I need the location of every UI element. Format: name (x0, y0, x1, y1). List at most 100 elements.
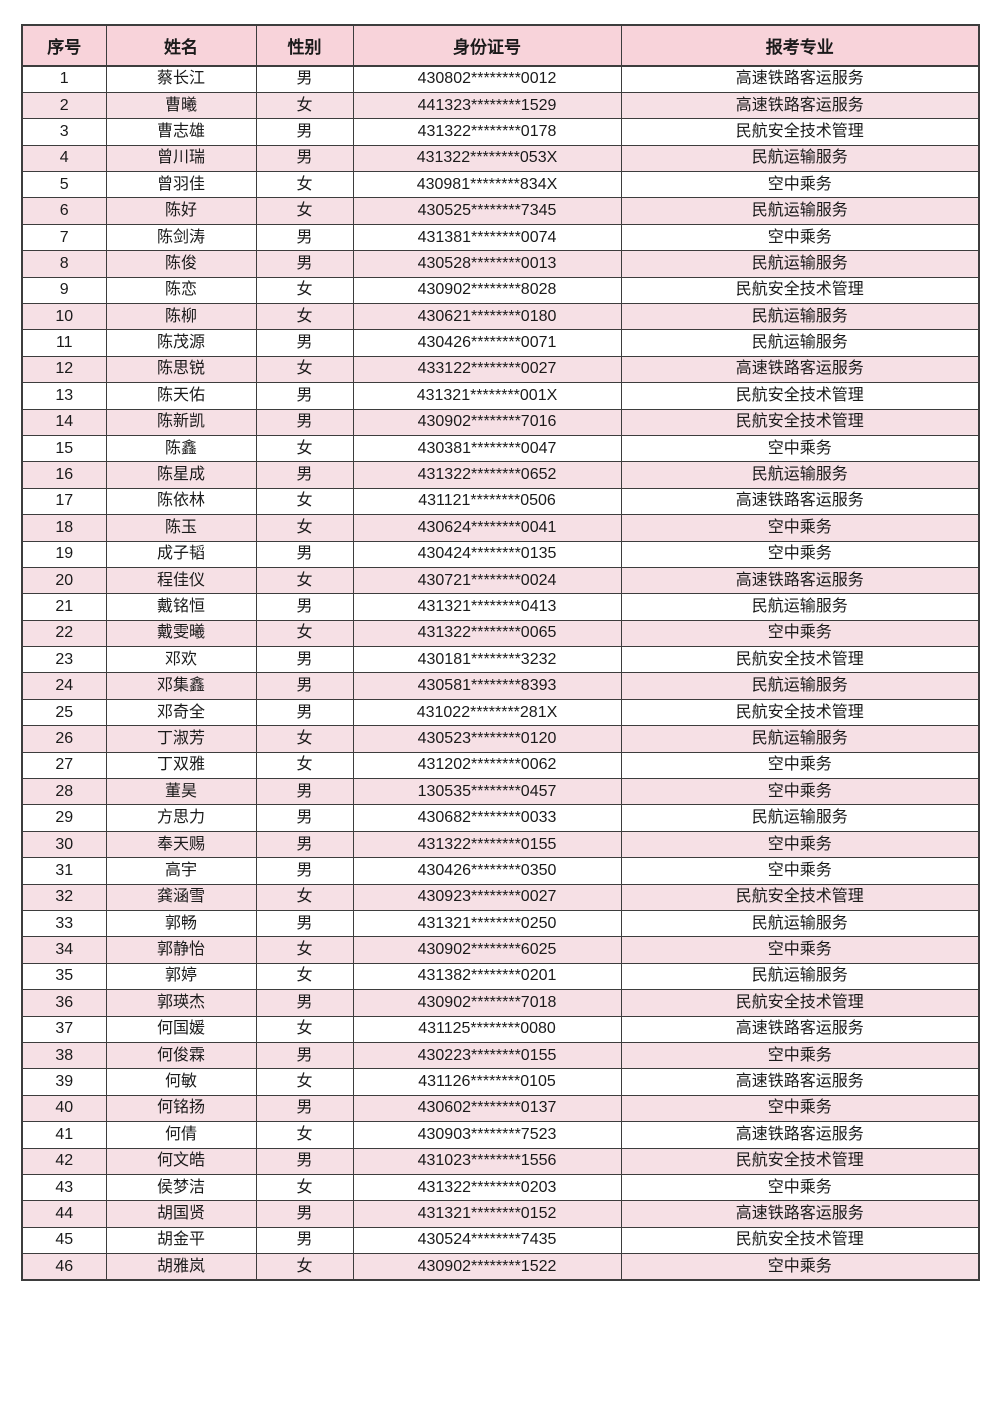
cell-id: 430721********0024 (352, 566, 622, 595)
table-row: 9 陈恋女 430902********8028 民航安全技术管理 (21, 276, 980, 305)
table-row: 36 郭瑛杰男 430902********7018 民航安全技术管理 (21, 989, 980, 1017)
cell-no: 12 (21, 355, 107, 384)
header-row: 序号 姓名 性别 身份证号 报考专业 (21, 24, 980, 67)
cell-gender: 女 (255, 566, 354, 595)
cell-no: 34 (21, 936, 107, 964)
table-row: 27 丁双雅女 431202********0062 空中乘务 (21, 751, 980, 780)
cell-id: 431322********0203 (352, 1173, 622, 1202)
table-row: 26 丁淑芳女 430523********0120 民航运输服务 (21, 725, 980, 753)
cell-no: 37 (21, 1015, 107, 1043)
header-id: 身份证号 (352, 24, 622, 67)
cell-id: 431321********0152 (352, 1200, 622, 1228)
cell-major: 民航运输服务 (620, 144, 980, 173)
cell-id: 430426********0071 (352, 329, 622, 357)
cell-gender: 女 (255, 725, 354, 753)
cell-no: 1 (21, 65, 107, 93)
cell-no: 43 (21, 1173, 107, 1202)
cell-name: 陈俊 (105, 250, 257, 278)
cell-id: 430525********7345 (352, 197, 622, 225)
cell-id: 430902********7018 (352, 989, 622, 1017)
cell-gender: 女 (255, 1173, 354, 1202)
cell-no: 38 (21, 1041, 107, 1070)
cell-no: 25 (21, 698, 107, 727)
cell-id: 431321********0413 (352, 593, 622, 621)
cell-id: 431381********0074 (352, 223, 622, 252)
cell-major: 民航安全技术管理 (620, 118, 980, 146)
cell-major: 民航安全技术管理 (620, 989, 980, 1017)
cell-name: 邓奇全 (105, 698, 257, 727)
cell-id: 431125********0080 (352, 1015, 622, 1043)
cell-major: 民航运输服务 (620, 962, 980, 991)
cell-name: 曹志雄 (105, 118, 257, 146)
table-row: 34 郭静怡女 430902********6025 空中乘务 (21, 936, 980, 964)
table-row: 21 戴铭恒男 431321********0413 民航运输服务 (21, 593, 980, 621)
cell-id: 430528********0013 (352, 250, 622, 278)
cell-major: 民航运输服务 (620, 461, 980, 489)
cell-no: 36 (21, 989, 107, 1017)
cell-name: 戴雯曦 (105, 619, 257, 648)
cell-name: 蔡长江 (105, 65, 257, 93)
cell-name: 陈剑涛 (105, 223, 257, 252)
cell-id: 431322********053X (352, 144, 622, 173)
cell-name: 侯梦洁 (105, 1173, 257, 1202)
cell-no: 32 (21, 883, 107, 912)
cell-name: 曾川瑞 (105, 144, 257, 173)
table-row: 42 何文皓男 431023********1556 民航安全技术管理 (21, 1147, 980, 1175)
cell-gender: 女 (255, 962, 354, 991)
cell-gender: 女 (255, 276, 354, 305)
table-row: 30 奉天赐男 431322********0155 空中乘务 (21, 830, 980, 859)
cell-gender: 男 (255, 909, 354, 938)
cell-id: 441323********1529 (352, 91, 622, 120)
cell-gender: 男 (255, 593, 354, 621)
cell-no: 23 (21, 646, 107, 674)
cell-no: 17 (21, 487, 107, 516)
table-row: 45 胡金平男 430524********7435 民航安全技术管理 (21, 1226, 980, 1255)
cell-gender: 男 (255, 1094, 354, 1123)
cell-gender: 女 (255, 619, 354, 648)
table-row: 29 方思力男 430682********0033 民航运输服务 (21, 804, 980, 832)
cell-major: 空中乘务 (620, 514, 980, 542)
cell-name: 郭静怡 (105, 936, 257, 964)
cell-no: 44 (21, 1200, 107, 1228)
cell-gender: 男 (255, 144, 354, 173)
cell-major: 民航安全技术管理 (620, 1226, 980, 1255)
cell-major: 民航运输服务 (620, 725, 980, 753)
cell-gender: 男 (255, 698, 354, 727)
cell-gender: 女 (255, 171, 354, 199)
cell-name: 曾羽佳 (105, 171, 257, 199)
cell-gender: 男 (255, 1147, 354, 1175)
cell-name: 方思力 (105, 804, 257, 832)
cell-major: 民航运输服务 (620, 329, 980, 357)
cell-name: 奉天赐 (105, 830, 257, 859)
table-row: 2 曹曦女 441323********1529 高速铁路客运服务 (21, 91, 980, 120)
cell-name: 成子韬 (105, 540, 257, 568)
cell-name: 龚涵雪 (105, 883, 257, 912)
cell-no: 30 (21, 830, 107, 859)
cell-no: 16 (21, 461, 107, 489)
table-row: 46 胡雅岚女 430902********1522 空中乘务 (21, 1253, 980, 1281)
table-row: 14 陈新凯男 430902********7016 民航安全技术管理 (21, 408, 980, 436)
cell-no: 2 (21, 91, 107, 120)
table-body: 1 蔡长江男 430802********0012 高速铁路客运服务 2 曹曦女 44132… (21, 65, 980, 1281)
cell-no: 9 (21, 276, 107, 305)
cell-gender: 男 (255, 540, 354, 568)
cell-major: 空中乘务 (620, 619, 980, 648)
applicant-table-container: 序号 姓名 性别 身份证号 报考专业 1 蔡长江男 430802********00… (21, 24, 980, 1281)
cell-major: 民航运输服务 (620, 303, 980, 331)
cell-gender: 男 (255, 646, 354, 674)
header-gender: 性别 (255, 24, 354, 67)
cell-major: 民航安全技术管理 (620, 276, 980, 305)
cell-gender: 女 (255, 487, 354, 516)
cell-gender: 女 (255, 197, 354, 225)
cell-id: 431321********0250 (352, 909, 622, 938)
cell-name: 陈柳 (105, 303, 257, 331)
cell-gender: 女 (255, 936, 354, 964)
applicant-table: 序号 姓名 性别 身份证号 报考专业 1 蔡长江男 430802********00… (21, 24, 980, 1281)
cell-id: 430602********0137 (352, 1094, 622, 1123)
cell-id: 430923********0027 (352, 883, 622, 912)
cell-id: 433122********0027 (352, 355, 622, 384)
cell-id: 430682********0033 (352, 804, 622, 832)
cell-no: 19 (21, 540, 107, 568)
cell-major: 高速铁路客运服务 (620, 65, 980, 93)
cell-name: 陈天佑 (105, 382, 257, 410)
